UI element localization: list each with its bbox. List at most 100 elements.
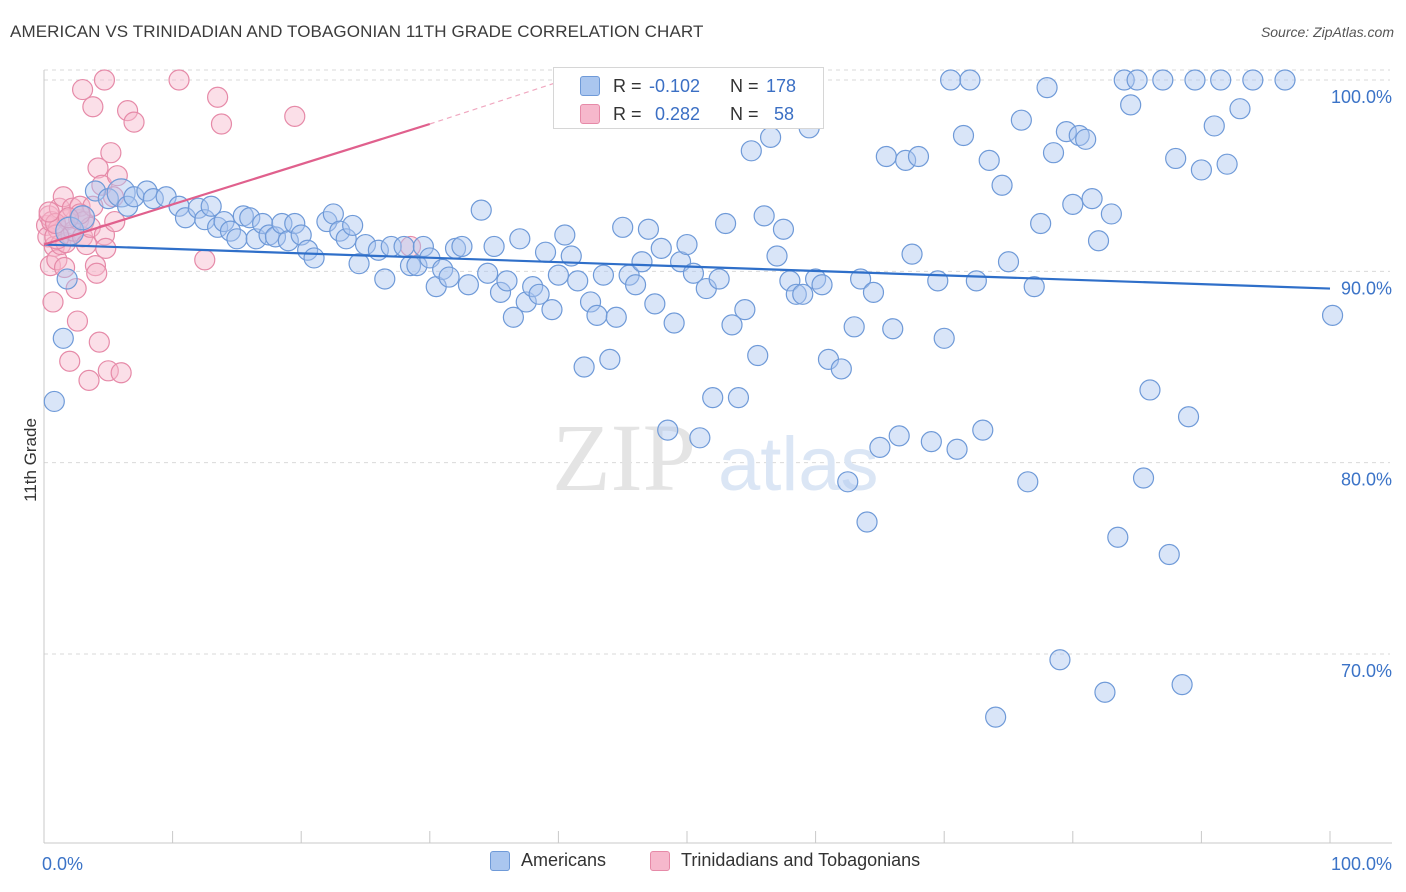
data-point-american (1049, 649, 1071, 671)
legend-item-americans[interactable]: Americans (490, 850, 606, 871)
data-point-american (252, 212, 274, 235)
data-point-trinidadian (52, 186, 74, 208)
data-point-american (740, 140, 762, 162)
correlation-legend: R = -0.102 N = 178 R = 0.282 N = 58 (553, 67, 824, 129)
data-point-american (734, 299, 756, 321)
data-point-american (1068, 124, 1090, 147)
data-point-american (792, 283, 814, 305)
data-point-american (978, 149, 1000, 171)
data-point-american (727, 387, 750, 409)
data-point-american (43, 390, 65, 413)
data-point-american (1190, 159, 1213, 181)
data-point-american (457, 274, 479, 296)
data-point-american (547, 264, 570, 286)
data-point-american (477, 262, 499, 284)
n-label: N = (730, 103, 759, 124)
data-point-american (1010, 109, 1032, 131)
data-point-trinidadian (87, 157, 109, 179)
data-point-american (69, 205, 96, 231)
data-point-american (1017, 471, 1039, 493)
y-axis-title: 11th Grade (21, 418, 40, 502)
data-point-american (84, 180, 107, 202)
data-point-american (470, 199, 492, 221)
data-point-trinidadian (71, 78, 94, 101)
data-point-american (541, 299, 563, 321)
data-point-american (920, 431, 942, 453)
data-point-american (592, 264, 615, 286)
data-point-american (676, 233, 698, 256)
n-value-trinidadians: 58 (774, 103, 795, 124)
watermark-atlas: atlas (718, 422, 879, 507)
legend-label-americans: Americans (521, 850, 607, 870)
data-point-american (689, 427, 711, 449)
data-point-american (1165, 147, 1187, 170)
data-point-american (708, 268, 730, 290)
data-point-american (965, 270, 987, 292)
data-point-trinidadian (66, 310, 89, 332)
data-point-american (406, 254, 428, 277)
y-tick-label: 70.0% (1341, 661, 1392, 681)
data-point-trinidadian (42, 291, 64, 313)
data-point-american (959, 69, 981, 91)
gridlines (44, 69, 1390, 655)
data-point-trinidadian (59, 350, 81, 372)
data-point-trinidadian (116, 100, 139, 122)
data-point-american (586, 304, 608, 326)
legend-label-trinidadians: Trinidadians and Tobagonians (681, 850, 921, 870)
data-point-american (1126, 69, 1148, 91)
data-point-american (1055, 121, 1077, 143)
data-point-american (862, 281, 885, 303)
data-point-american (399, 254, 422, 277)
data-point-trinidadian (88, 331, 110, 353)
data-point-american (1158, 543, 1180, 566)
n-label: N = (730, 75, 759, 96)
data-point-american (940, 69, 962, 91)
legend-swatch-pink (650, 850, 670, 871)
data-point-american (1203, 115, 1225, 137)
data-point-american (1030, 212, 1052, 235)
data-point-trinidadian (207, 86, 229, 108)
data-point-american (875, 145, 897, 168)
data-point-american (560, 245, 582, 267)
data-point-american (952, 124, 975, 147)
data-point-american (895, 149, 917, 171)
data-point-american (997, 251, 1020, 273)
data-point-american (888, 425, 910, 447)
data-point-american (509, 228, 531, 250)
data-point-american (1184, 69, 1206, 91)
axis-labels: 100.0% 90.0% 80.0% 70.0% 0.0% 100.0% 11th Grad… (21, 87, 1392, 874)
data-point-american (303, 247, 325, 269)
data-point-american (1210, 69, 1232, 91)
data-point-american (856, 511, 878, 533)
data-point-american (1177, 406, 1200, 428)
data-point-american (374, 268, 396, 290)
series-american-points (43, 69, 1344, 728)
legend-swatch-blue (490, 850, 510, 871)
data-point-american (1036, 77, 1058, 99)
data-point-american (946, 438, 968, 460)
chart-title: AMERICAN VS TRINIDADIAN AND TOBAGONIAN 1… (10, 22, 704, 41)
legend-item-trinidadians[interactable]: Trinidadians and Tobagonians (650, 850, 920, 871)
data-point-american (702, 387, 724, 409)
data-point-american (438, 266, 460, 288)
data-point-trinidadian (95, 237, 117, 259)
data-point-trinidadian (93, 69, 116, 91)
data-point-american (721, 314, 743, 336)
legend-swatch-pink (580, 104, 600, 124)
data-point-american (496, 270, 518, 292)
data-point-american (612, 216, 634, 238)
data-point-american (605, 306, 627, 328)
data-point-trinidadian (123, 111, 145, 133)
trend-line-trinidadians-extension (429, 81, 559, 125)
data-point-american (637, 218, 660, 240)
data-point-american (1171, 674, 1193, 696)
data-point-american (1042, 142, 1065, 164)
data-point-american (972, 419, 994, 441)
data-point-american (1229, 98, 1251, 120)
legend-swatch-blue (580, 76, 600, 96)
data-point-american (644, 293, 666, 315)
data-point-american (869, 436, 891, 458)
data-point-american (657, 419, 679, 441)
data-point-trinidadian (110, 362, 132, 384)
